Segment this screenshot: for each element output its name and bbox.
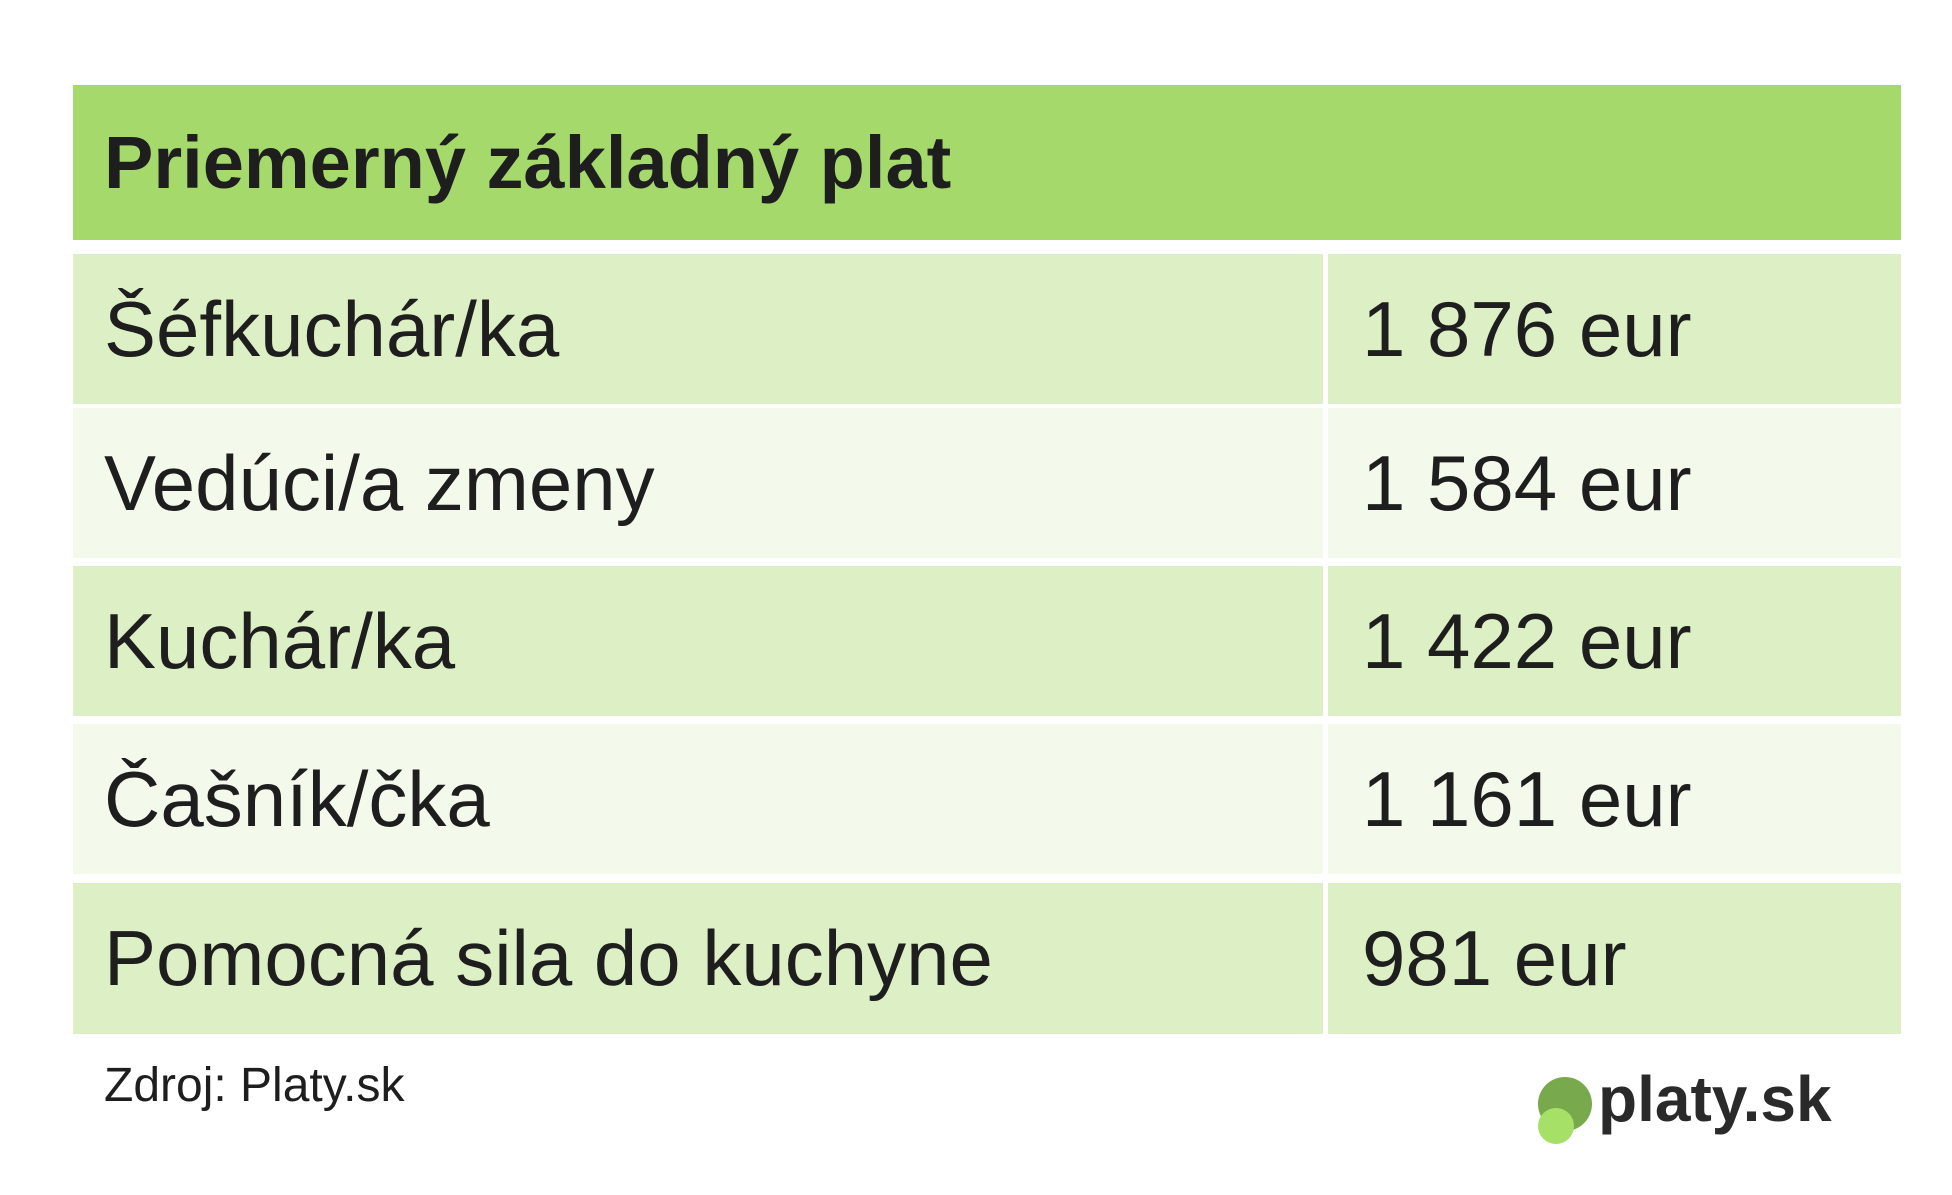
row-value: 1 161 eur [1328, 724, 1901, 874]
row-label: Vedúci/a zmeny [73, 408, 1323, 558]
table-header [73, 85, 1901, 240]
row-label: Kuchár/ka [73, 566, 1323, 716]
logo-dot [1538, 1108, 1574, 1144]
row-label: Čašník/čka [73, 724, 1323, 874]
row-value: 1 876 eur [1328, 254, 1901, 404]
row-label: Pomocná sila do kuchyne [73, 883, 1323, 1034]
row-value: 1 422 eur [1328, 566, 1901, 716]
table-title: Priemerný základný plat [104, 121, 952, 204]
row-label: Šéfkuchár/ka [73, 254, 1323, 404]
row-value: 981 eur [1328, 883, 1901, 1034]
source-note: Zdroj: Platy.sk [104, 1059, 405, 1112]
logo: platy.sk [1598, 1063, 1832, 1135]
row-value: 1 584 eur [1328, 408, 1901, 558]
